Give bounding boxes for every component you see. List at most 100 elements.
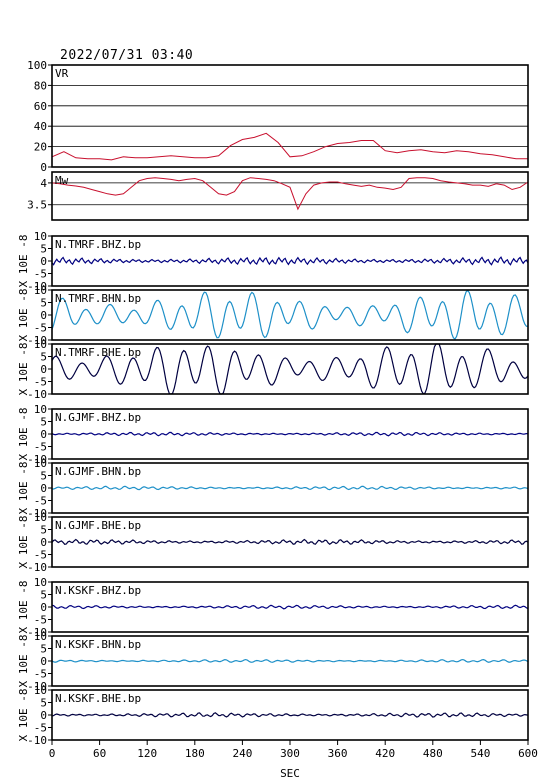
y-tick-label: 0 [40,255,47,268]
y-tick-label: -10 [27,453,47,466]
y-tick-label: -10 [27,561,47,574]
y-tick-label: -5 [34,376,47,389]
panel-title: N.KSKF.BHN.bp [55,638,141,651]
y-tick-label: -10 [27,507,47,520]
trace-line [51,343,529,395]
panel-frame [51,171,529,221]
panel-title: N.GJMF.BHE.bp [55,519,141,532]
y-axis-label: X 10E -8 [17,581,30,634]
y-tick-label: 10 [34,630,47,643]
y-tick-label: 0 [40,161,47,174]
x-tick-label: 480 [423,747,443,760]
panel-title: Mw [55,174,69,187]
trace-line [51,289,529,340]
y-tick-label: -10 [27,334,47,347]
x-tick-label: 360 [328,747,348,760]
y-tick-label: 4 [40,177,47,190]
trace-line [51,256,529,266]
y-tick-label: -5 [34,441,47,454]
trace-line [51,485,529,491]
y-axis-label: X 10E -8 [17,516,30,569]
y-axis-label: X 10E -8 [17,462,30,515]
x-tick-label: 180 [185,747,205,760]
y-tick-label: 20 [34,141,47,154]
y-tick-label: -5 [34,668,47,681]
panel-title: N.KSKF.BHE.bp [55,692,141,705]
panel-title: N.TMRF.BHZ.bp [55,238,141,251]
x-tick-label: 300 [280,747,300,760]
y-tick-label: -5 [34,614,47,627]
y-tick-label: 10 [34,284,47,297]
trace-line [51,177,529,211]
panel-title: N.GJMF.BHZ.bp [55,411,141,424]
y-tick-label: -10 [27,388,47,401]
y-tick-label: 80 [34,79,47,92]
timestamp-label: 2022/07/31 03:40 [60,48,194,63]
trace-line [51,538,529,545]
x-tick-label: 420 [375,747,395,760]
y-tick-label: -5 [34,322,47,335]
y-tick-label: 10 [34,230,47,243]
y-tick-label: -5 [34,268,47,281]
y-tick-label: -5 [34,549,47,562]
trace-line [51,604,529,610]
y-tick-label: -5 [34,722,47,735]
y-tick-label: 0 [40,482,47,495]
y-tick-label: -10 [27,680,47,693]
y-tick-label: -10 [27,626,47,639]
y-tick-label: 0 [40,709,47,722]
y-tick-label: 10 [34,457,47,470]
trace-line [51,712,529,718]
y-axis-label: X 10E -8 [17,289,30,342]
y-tick-label: 5 [40,524,47,537]
y-tick-label: 5 [40,470,47,483]
y-tick-label: -10 [27,734,47,747]
panel-title: VR [55,67,69,80]
y-tick-label: 100 [27,59,47,72]
y-axis-label: X 10E -8 [17,343,30,396]
y-tick-label: 0 [40,655,47,668]
y-tick-label: 10 [34,576,47,589]
panel-title: N.KSKF.BHZ.bp [55,584,141,597]
x-axis-label: SEC [280,767,300,780]
y-tick-label: 3.5 [27,199,47,212]
x-tick-label: 600 [518,747,538,760]
trace-line [51,431,529,437]
y-tick-label: -10 [27,280,47,293]
y-axis-label: X 10E -8 [17,635,30,688]
y-axis-label: X 10E -8 [17,408,30,461]
y-tick-label: 10 [34,511,47,524]
trace-line [51,658,529,663]
y-tick-label: 40 [34,120,47,133]
panel-title: N.TMRF.BHN.bp [55,292,141,305]
trace-line [51,132,528,161]
y-tick-label: 0 [40,363,47,376]
y-tick-label: 0 [40,536,47,549]
panel-frame [51,64,529,168]
panel-title: N.TMRF.BHE.bp [55,346,141,359]
x-tick-label: 0 [49,747,56,760]
y-tick-label: 5 [40,297,47,310]
y-tick-label: 5 [40,697,47,710]
y-tick-label: 5 [40,243,47,256]
y-tick-label: 5 [40,643,47,656]
x-tick-label: 120 [137,747,157,760]
panel-title: N.GJMF.BHN.bp [55,465,141,478]
y-axis-label: X 10E -8 [17,235,30,288]
y-tick-label: 5 [40,351,47,364]
y-tick-label: -5 [34,495,47,508]
y-tick-label: 5 [40,589,47,602]
x-tick-label: 60 [93,747,106,760]
y-tick-label: 10 [34,403,47,416]
y-axis-label: X 10E -8 [17,689,30,742]
y-tick-label: 10 [34,338,47,351]
y-tick-label: 0 [40,601,47,614]
y-tick-label: 0 [40,428,47,441]
y-tick-label: 5 [40,416,47,429]
y-tick-label: 0 [40,309,47,322]
y-tick-label: 60 [34,100,47,113]
y-tick-label: 10 [34,684,47,697]
x-tick-label: 240 [232,747,252,760]
x-tick-label: 540 [470,747,490,760]
